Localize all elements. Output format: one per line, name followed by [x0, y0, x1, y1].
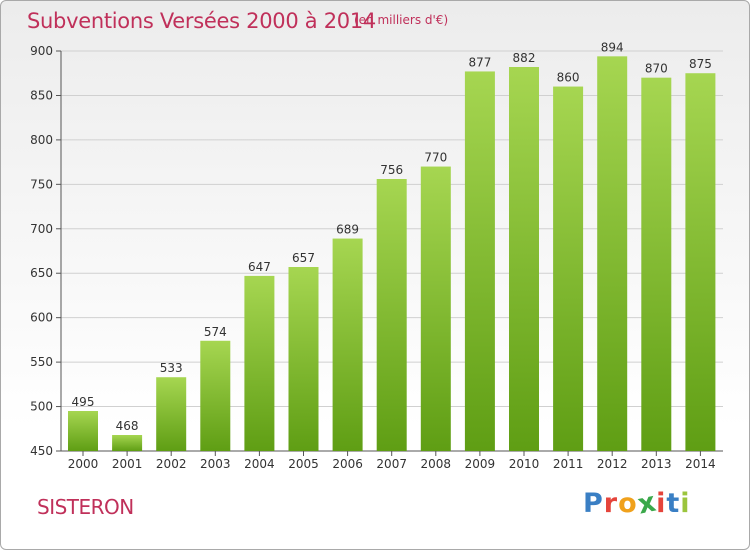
logo-letter: i	[680, 488, 691, 519]
y-tick-label: 850	[30, 88, 53, 102]
x-tick-label: 2011	[553, 457, 584, 471]
bar	[553, 86, 584, 452]
x-tick-label: 2000	[68, 457, 99, 471]
logo-letter: o	[618, 488, 638, 519]
y-tick-label: 900	[30, 44, 53, 58]
data-label: 875	[689, 57, 712, 71]
x-tick-label: 2005	[288, 457, 319, 471]
bar	[464, 71, 495, 451]
x-tick-label: 2004	[244, 457, 275, 471]
data-label: 870	[645, 62, 668, 76]
proxiti-logo: Proxiti	[583, 486, 691, 520]
bar	[244, 275, 275, 451]
bar	[509, 67, 539, 451]
x-tick-label: 2002	[156, 457, 187, 471]
logo-letter: i	[656, 488, 667, 519]
bar	[200, 340, 231, 451]
data-label: 533	[160, 361, 183, 375]
bar	[376, 179, 407, 451]
x-tick-label: 2001	[112, 457, 143, 471]
bar	[156, 377, 187, 451]
bar	[420, 166, 451, 452]
y-tick-label: 550	[30, 355, 53, 369]
bar	[597, 56, 628, 451]
bars	[68, 56, 716, 452]
data-label: 894	[601, 40, 624, 54]
data-label: 468	[116, 419, 139, 433]
y-tick-label: 500	[30, 400, 53, 414]
y-tick-label: 800	[30, 133, 53, 147]
bar	[68, 411, 98, 451]
x-tick-label: 2009	[465, 457, 496, 471]
y-tick-label: 600	[30, 311, 53, 325]
bar	[112, 435, 143, 451]
x-tick-label: 2013	[641, 457, 672, 471]
data-label: 860	[557, 71, 580, 85]
chart-subtitle: (en milliers d'€)	[354, 13, 449, 27]
bar	[685, 73, 716, 451]
x-tick-label: 2003	[200, 457, 231, 471]
chart-title: Subventions Versées 2000 à 2014	[27, 9, 376, 33]
x-tick-label: 2014	[685, 457, 716, 471]
bar	[332, 238, 363, 451]
data-label: 689	[336, 223, 359, 237]
logo-letter: t	[666, 488, 681, 519]
tick-labels: 450 500 550 600 650 700 750 800 850 900 2000 2001 20…	[30, 44, 716, 471]
data-labels: 495 468 533 574 647 657 689 756 770 877 882 860 894 8…	[72, 40, 712, 433]
x-tick-label: 2010	[509, 457, 540, 471]
bar	[288, 267, 319, 451]
x-tick-label: 2012	[597, 457, 628, 471]
data-label: 495	[72, 395, 95, 409]
y-tick-label: 450	[30, 444, 53, 458]
logo-letter: r	[603, 488, 619, 519]
y-tick-label: 700	[30, 222, 53, 236]
data-label: 657	[292, 251, 315, 265]
data-label: 882	[513, 51, 536, 65]
data-label: 574	[204, 325, 227, 339]
y-tick-label: 750	[30, 177, 53, 191]
x-tick-label: 2008	[421, 457, 452, 471]
x-tick-label: 2007	[376, 457, 407, 471]
logo-letter: P	[583, 488, 604, 519]
data-label: 770	[424, 151, 447, 165]
y-tick-label: 650	[30, 266, 53, 280]
commune-name: SISTERON	[37, 495, 134, 519]
data-label: 756	[380, 163, 403, 177]
data-label: 877	[468, 55, 491, 69]
bar	[641, 77, 672, 452]
x-tick-label: 2006	[332, 457, 363, 471]
data-label: 647	[248, 260, 271, 274]
